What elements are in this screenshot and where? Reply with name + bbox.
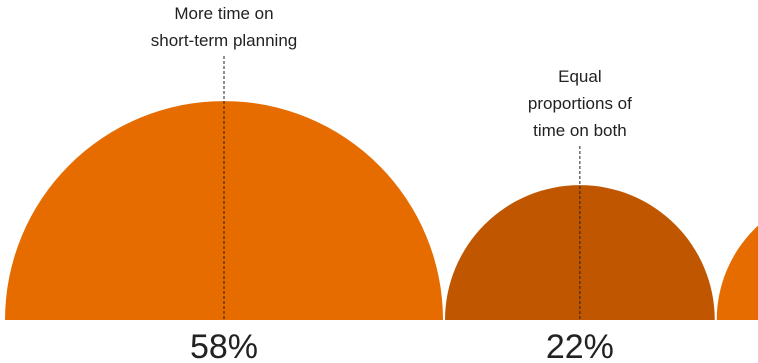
category-label-0: More time on short-term planning [151,4,297,50]
leader-lines [223,56,581,320]
value-labels: 58%22%20% [190,328,614,363]
semicircle-2 [716,225,758,320]
category-labels: More time on short-term planning Equal prop… [151,4,632,140]
value-label-1: 22% [546,328,614,363]
category-label-1: Equal proportions of time on both [528,67,632,140]
value-label-0: 58% [190,328,258,363]
semicircle-0 [5,101,443,320]
semicircle-marks [5,101,758,320]
